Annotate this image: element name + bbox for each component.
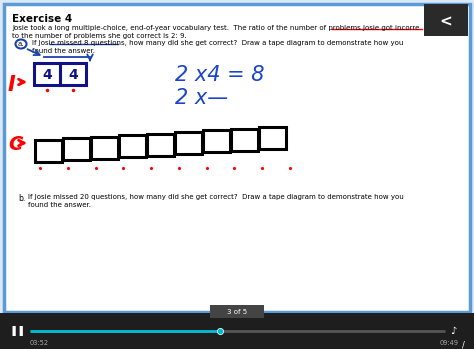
Text: 09:49: 09:49 [440, 340, 459, 346]
Text: If Josie missed 20 questions, how many did she get correct?  Draw a tape diagram: If Josie missed 20 questions, how many d… [28, 194, 404, 200]
Text: a.: a. [18, 41, 24, 47]
Text: 03:52: 03:52 [30, 340, 49, 346]
Bar [63, 139, 90, 161]
Text: 2 x4 = 8: 2 x4 = 8 [175, 65, 264, 85]
Bar [91, 137, 118, 159]
Bar [231, 129, 258, 151]
Bar [259, 127, 286, 149]
Text: 3 of 5: 3 of 5 [227, 309, 247, 314]
Text: Exercise 4: Exercise 4 [12, 14, 72, 24]
Bar [34, 63, 60, 85]
Text: ❚❚: ❚❚ [10, 326, 26, 336]
Bar [147, 134, 174, 156]
Bar [60, 63, 86, 85]
Bar [35, 140, 62, 162]
Text: If Josie missed 8 questions, how many did she get correct?  Draw a tape diagram : If Josie missed 8 questions, how many di… [32, 40, 403, 46]
Bar [119, 135, 146, 157]
Bar [210, 305, 264, 318]
Text: found the answer.: found the answer. [32, 48, 95, 54]
Bar [0, 313, 474, 349]
Bar [424, 4, 468, 36]
Text: to the number of problems she got correct is 2: 9.: to the number of problems she got correc… [12, 33, 187, 39]
Bar [175, 132, 202, 154]
Text: found the answer.: found the answer. [28, 202, 91, 208]
Text: 4: 4 [68, 68, 78, 82]
Text: /: / [462, 340, 465, 349]
Text: Josie took a long multiple-choice, end-of-year vocabulary test.  The ratio of th: Josie took a long multiple-choice, end-o… [12, 25, 419, 31]
Bar [203, 131, 230, 153]
Text: b.: b. [18, 194, 25, 203]
Text: <: < [439, 15, 452, 30]
Text: I: I [8, 75, 16, 95]
Text: C: C [8, 135, 22, 154]
Text: 2 x—: 2 x— [175, 88, 228, 108]
Text: ♪: ♪ [450, 326, 456, 336]
Bar [4, 4, 470, 312]
Text: 4: 4 [42, 68, 52, 82]
